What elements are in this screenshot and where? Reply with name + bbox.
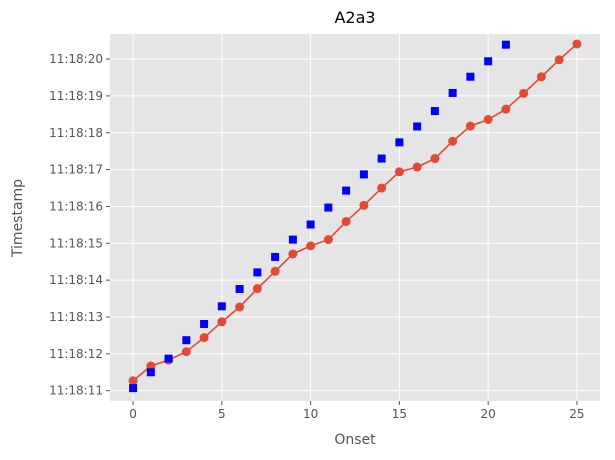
x-tick-label: 0 [129,407,137,421]
y-tick-label: 11:18:15 [49,236,103,250]
data-point-square [484,57,493,66]
data-point-square [129,384,138,393]
data-point-circle [128,376,138,386]
x-axis-label: Onset [334,432,376,448]
data-point-circle [146,361,156,371]
data-point-square [324,203,333,212]
data-point-circle [501,104,511,114]
data-point-square [200,319,209,328]
series-1 [128,39,582,386]
tick-labels: 0 5 10 15 20 25 11:18:11 11:18:12 11:18:13 11:18:… [49,52,584,421]
data-point-circle [270,266,280,276]
chart-title: A2a3 [334,8,375,27]
data-point-square [501,40,510,49]
data-point-square [306,220,315,229]
data-point-square [342,186,351,195]
y-tick-label: 11:18:13 [49,310,103,324]
data-point-square [413,122,422,131]
data-point-square [377,154,386,163]
data-point-circle [483,114,493,124]
data-point-circle [217,317,227,327]
data-point-circle [252,284,262,294]
series-2 [129,40,510,393]
y-axis-label: Timestamp [10,179,26,258]
data-point-square [217,302,226,311]
data-point-circle [359,200,369,210]
grid [110,34,600,401]
x-tick-label: 25 [569,407,584,421]
data-point-circle [394,167,404,177]
data-point-square [430,107,439,116]
data-point-square [164,354,173,363]
data-point-square [235,284,244,293]
data-point-square [271,252,280,261]
data-point-circle [288,249,298,259]
data-point-circle [554,55,564,65]
data-point-circle [536,72,546,82]
data-point-circle [519,88,529,98]
data-point-circle [465,121,475,131]
x-tick-label: 20 [481,407,496,421]
x-tick-label: 5 [218,407,226,421]
series [128,39,582,393]
data-point-circle [235,302,245,312]
data-point-circle [199,333,209,343]
data-point-circle [323,235,333,245]
x-tick-label: 10 [303,407,318,421]
y-tick-label: 11:18:14 [49,273,103,287]
y-tick-label: 11:18:12 [49,347,103,361]
y-tick-label: 11:18:16 [49,199,103,213]
y-tick-label: 11:18:19 [49,89,103,103]
y-tick-label: 11:18:18 [49,126,103,140]
y-tick-label: 11:18:20 [49,52,103,66]
x-tick-label: 15 [392,407,407,421]
data-point-circle [377,183,387,193]
data-point-square [182,336,191,345]
data-point-circle [448,136,458,146]
y-tick-label: 11:18:17 [49,163,103,177]
data-point-square [395,138,404,147]
data-point-square [288,235,297,244]
data-point-circle [572,39,582,49]
data-point-square [466,72,475,81]
data-point-circle [181,347,191,357]
y-tick-label: 11:18:11 [49,384,103,398]
plot-background [110,34,600,401]
data-point-circle [341,217,351,227]
data-point-square [253,268,262,277]
data-point-square [448,88,457,97]
data-point-square [146,368,155,377]
data-point-circle [306,241,316,251]
data-point-circle [412,162,422,172]
data-point-circle [430,154,440,164]
data-point-square [359,170,368,179]
